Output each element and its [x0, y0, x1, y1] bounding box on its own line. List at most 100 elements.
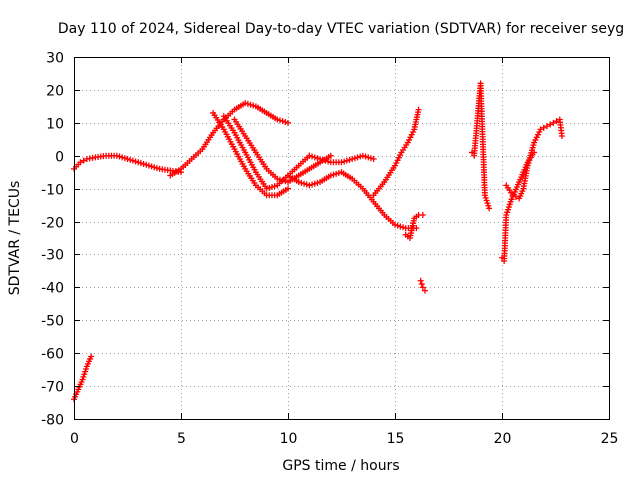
data-point [137, 160, 144, 167]
axis-ticks: 0 5 10 15 20 25 30 20 10 0 -10 -20 -30 -40 -50 -60 -70 -8… [41, 51, 618, 448]
data-point [271, 183, 278, 190]
series-arc-7 [285, 169, 420, 232]
data-point [314, 155, 321, 162]
data-point [266, 184, 273, 191]
grid [74, 57, 609, 419]
data-point [349, 156, 356, 163]
data-point [301, 180, 308, 187]
data-point [247, 101, 254, 108]
data-point [553, 118, 560, 125]
data-point [558, 132, 565, 139]
y-tick-label: 30 [46, 51, 64, 67]
data-point [129, 157, 136, 164]
data-point [330, 171, 337, 178]
data-point [279, 177, 286, 184]
data-point [419, 284, 426, 291]
y-tick-label: -40 [41, 281, 64, 297]
data-point [244, 100, 251, 107]
y-tick-label: -50 [41, 314, 64, 330]
data-point [547, 121, 554, 128]
y-tick-label: -80 [41, 413, 64, 429]
chart-title: Day 110 of 2024, Sidereal Day-to-day VTE… [58, 21, 624, 37]
data-point [346, 156, 353, 163]
data-point [295, 179, 302, 186]
data-point [311, 154, 318, 161]
data-point [306, 152, 313, 159]
y-tick-label: -10 [41, 183, 64, 199]
x-tick-label: 15 [387, 431, 405, 447]
y-axis-label: SDTVAR / TECUs [7, 181, 23, 296]
data-point [135, 159, 142, 166]
data-point [419, 211, 426, 218]
data-point [354, 154, 361, 161]
data-point [242, 100, 249, 107]
data-point [274, 175, 281, 182]
data-point [285, 119, 291, 126]
data-point [540, 124, 547, 131]
data-point [417, 277, 424, 284]
data-point [394, 222, 401, 229]
data-point [537, 126, 544, 133]
data-points [71, 80, 565, 403]
data-point [338, 159, 345, 166]
x-axis-label: GPS time / hours [282, 458, 399, 474]
data-point [317, 156, 324, 163]
data-point [285, 185, 291, 192]
data-point [127, 156, 134, 163]
data-point [351, 155, 358, 162]
data-point [282, 118, 289, 125]
data-point [276, 176, 283, 183]
plot-frame [74, 57, 610, 420]
data-point [311, 180, 318, 187]
data-point [88, 353, 95, 360]
data-point [119, 154, 126, 161]
data-point [322, 157, 329, 164]
data-point [263, 185, 270, 192]
x-tick-label: 0 [70, 431, 79, 447]
series-arc-11 [417, 277, 428, 294]
data-point [365, 154, 372, 161]
y-tick-label: -30 [41, 248, 64, 264]
data-point [550, 119, 557, 126]
data-point [116, 153, 123, 160]
series-arc-1 [71, 353, 95, 403]
data-point [140, 160, 147, 167]
data-point [143, 161, 150, 168]
series-arc-12 [469, 80, 493, 212]
data-point [421, 287, 428, 294]
data-point [132, 158, 139, 165]
data-point [303, 181, 310, 188]
data-point [319, 156, 326, 163]
data-point [276, 117, 283, 124]
data-point [341, 158, 348, 165]
data-point [148, 163, 155, 170]
data-point [486, 205, 493, 212]
data-point [298, 179, 305, 186]
data-point [327, 152, 334, 159]
data-point [509, 192, 516, 199]
data-point [80, 157, 87, 164]
data-point [327, 172, 334, 179]
data-point [359, 152, 366, 159]
data-point [343, 157, 350, 164]
data-point [357, 153, 364, 160]
series-arc-5 [220, 113, 313, 192]
data-point [543, 123, 550, 130]
data-point [268, 183, 275, 190]
x-tick-label: 10 [280, 431, 298, 447]
y-tick-label: -60 [41, 347, 64, 363]
data-point [325, 158, 332, 165]
series-arc-2 [71, 152, 184, 176]
y-tick-label: 10 [46, 117, 64, 133]
data-point [370, 156, 377, 163]
series-arc-9 [370, 106, 422, 199]
series-arc-4 [210, 109, 291, 199]
data-point [309, 153, 316, 160]
series-arc-13 [499, 149, 538, 265]
data-point [397, 223, 404, 230]
y-tick-label: 0 [55, 150, 64, 166]
data-point [309, 181, 316, 188]
y-tick-label: -20 [41, 216, 64, 232]
data-point [512, 193, 519, 200]
data-point [314, 179, 321, 186]
